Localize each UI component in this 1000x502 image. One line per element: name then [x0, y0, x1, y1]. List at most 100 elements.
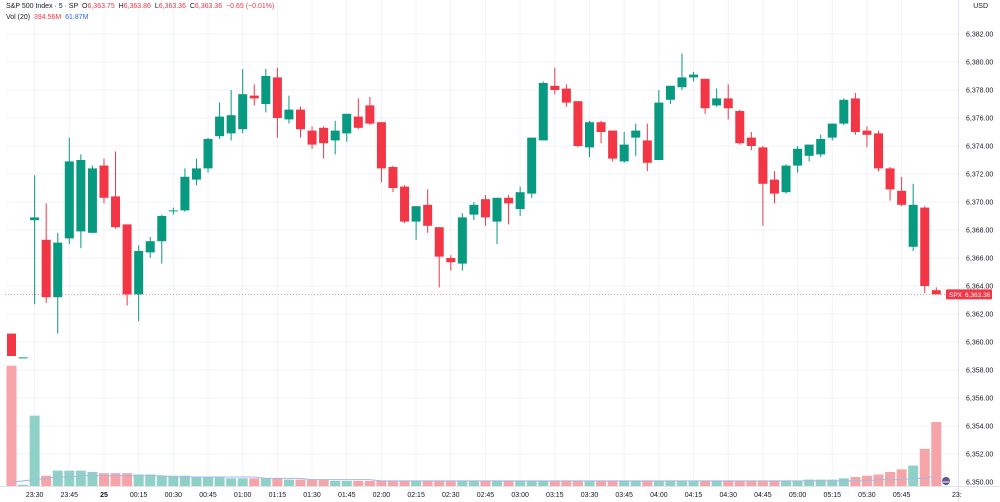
volume-legend: Vol (20) 394.56M 61.87M: [6, 14, 89, 21]
candle-body: [492, 197, 502, 222]
volume-ma-value: 61.87M: [65, 14, 89, 21]
price-tick-label: 6,356.00: [966, 396, 993, 403]
volume-bar: [307, 479, 318, 486]
price-tag-symbol: SPX: [949, 292, 963, 299]
volume-bar: [272, 478, 283, 486]
candle-body: [99, 165, 109, 198]
volume-bar: [630, 480, 641, 486]
candle-body: [746, 137, 756, 146]
time-tick-label: 04:00: [650, 492, 668, 499]
candle-body: [434, 227, 444, 257]
time-tick-label: 02:15: [407, 492, 425, 499]
candle-body: [735, 111, 745, 144]
high-label: H: [118, 3, 124, 10]
volume-bar: [850, 477, 861, 486]
time-tick-label-partial: 23:: [952, 492, 962, 499]
volume-bar: [723, 480, 734, 486]
candle-body: [261, 76, 271, 104]
candle-body: [122, 224, 132, 295]
candle-body: [538, 83, 548, 141]
time-tick-label: 00:30: [165, 492, 183, 499]
candle-body: [827, 123, 837, 138]
candle-body: [53, 242, 63, 298]
candle-body: [908, 204, 918, 247]
candle-body: [7, 333, 16, 356]
volume-bar: [468, 480, 479, 486]
candle-body: [168, 210, 178, 212]
high-value: 6,363.86: [123, 3, 151, 10]
volume-bar: [133, 474, 144, 486]
ohlc-legend: S&P 500 Index · 5 · SP O6,363.75 H6,363.…: [6, 3, 274, 10]
volume-bar: [52, 470, 63, 486]
candle-body: [839, 99, 849, 124]
volume-bar: [6, 365, 17, 486]
candle-body: [41, 239, 51, 298]
volume-bar: [734, 480, 745, 486]
candle-body: [145, 241, 155, 253]
candle-body: [769, 179, 779, 194]
candle-body: [423, 204, 433, 226]
volume-bar: [676, 480, 687, 486]
volume-bar: [885, 471, 896, 486]
candle-body: [64, 161, 74, 239]
price-tick-label: 6,354.00: [966, 424, 993, 431]
volume-bar: [688, 480, 699, 486]
price-tick-label: 6,364.00: [966, 284, 993, 291]
volume-bar: [203, 477, 214, 486]
time-tick-label: 01:45: [338, 492, 356, 499]
time-tick-label: 04:30: [719, 492, 737, 499]
candle-body: [619, 144, 629, 162]
volume-bar: [237, 478, 248, 486]
volume-bar: [873, 474, 884, 486]
candle-body: [723, 98, 733, 109]
time-tick-label: 03:45: [615, 492, 633, 499]
region-flag-icon: [942, 477, 950, 485]
volume-bar: [179, 475, 190, 486]
volume-bar: [249, 478, 260, 486]
price-tick-label: 6,382.00: [966, 32, 993, 39]
volume-bar: [700, 480, 711, 486]
volume-bar: [931, 422, 942, 486]
volume-bar: [619, 480, 630, 486]
volume-bar: [781, 480, 792, 486]
candle-body: [365, 105, 375, 124]
volume-bar: [87, 471, 98, 486]
candle-body: [608, 130, 618, 159]
candle-body: [758, 147, 768, 184]
candle-body: [319, 127, 329, 144]
time-tick-label: 03:00: [511, 492, 529, 499]
volume-bar: [549, 480, 560, 486]
price-tag-value: 6,363.36: [965, 292, 991, 299]
open-label: O: [82, 3, 88, 10]
price-tick-label: 6,360.00: [966, 340, 993, 347]
volume-bar: [168, 475, 179, 486]
time-tick-label: 05:00: [789, 492, 807, 499]
candle-body: [931, 290, 941, 295]
time-tick-label: 02:00: [373, 492, 391, 499]
price-tick-label: 6,362.00: [966, 312, 993, 319]
time-tick-label: 00:45: [199, 492, 217, 499]
candle-body: [804, 144, 814, 156]
price-tick-label: 6,370.00: [966, 200, 993, 207]
volume-bar: [561, 480, 572, 486]
volume-bar: [260, 478, 271, 486]
candle-body: [585, 122, 594, 148]
price-tick-label: 6,358.00: [966, 368, 993, 375]
volume-bar: [341, 480, 352, 486]
volume-bar: [145, 474, 156, 486]
candle-body: [203, 139, 213, 169]
time-tick-label: 05:30: [858, 492, 876, 499]
time-tick-label: 04:15: [685, 492, 703, 499]
volume-bar: [98, 473, 109, 486]
time-tick-label: 01:15: [269, 492, 287, 499]
volume-bar: [283, 479, 294, 486]
candle-body: [272, 77, 282, 118]
candle-body: [631, 130, 641, 138]
volume-bar: [214, 477, 225, 486]
change-value: −0.65 (−0.01%): [226, 3, 275, 10]
candle-body: [700, 78, 710, 109]
candle-body: [296, 109, 305, 130]
price-tick-label: 6,350.00: [966, 480, 993, 487]
